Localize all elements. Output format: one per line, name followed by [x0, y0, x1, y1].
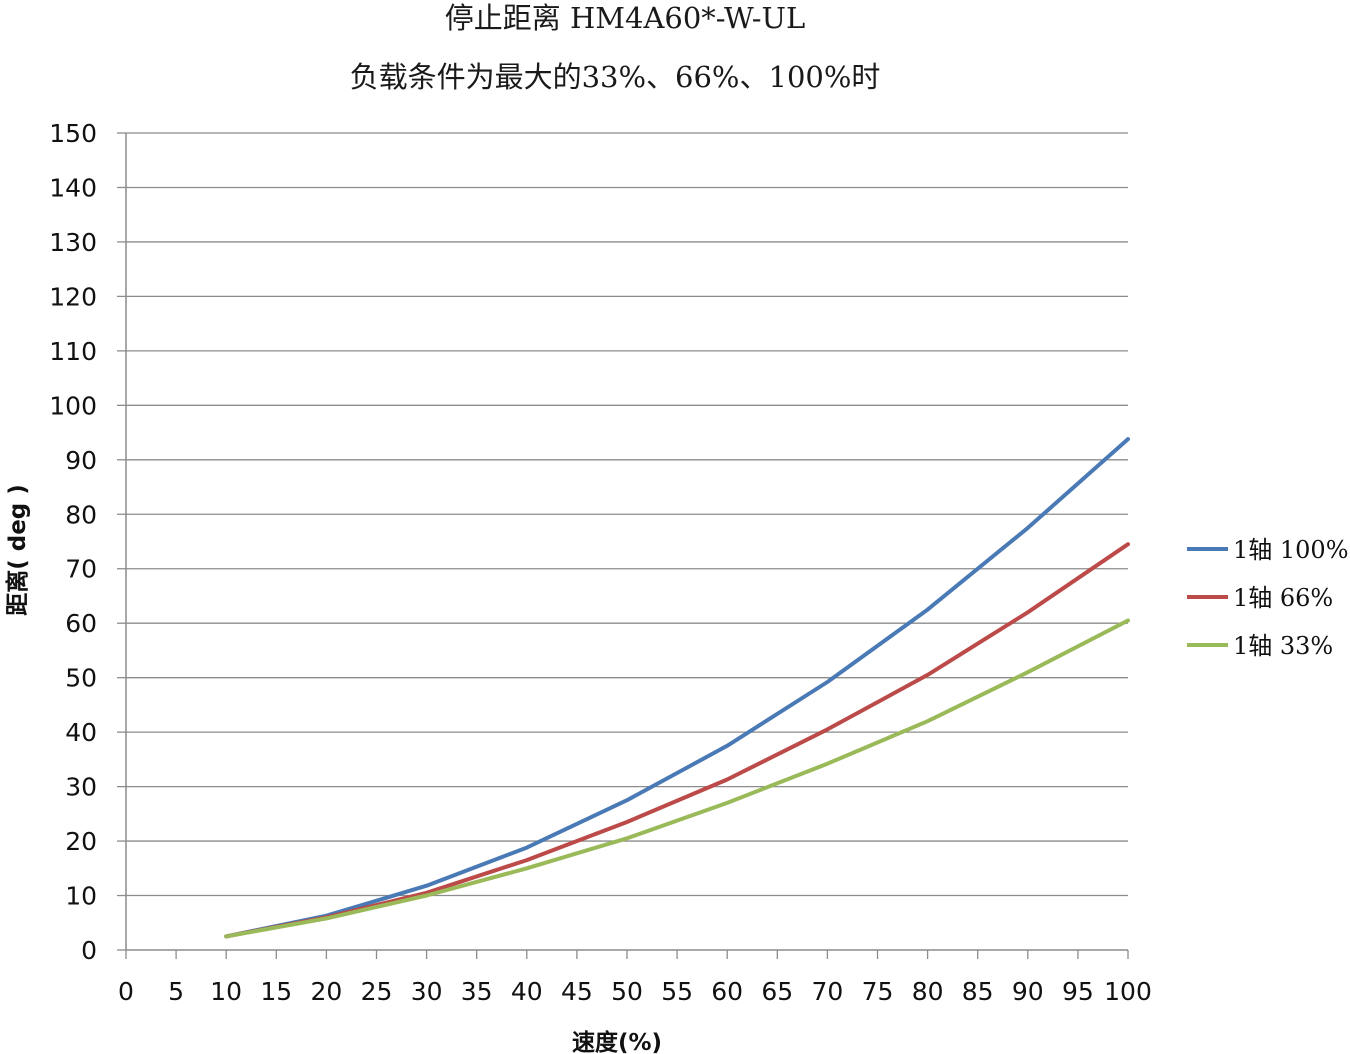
y-tick-label: 20	[65, 827, 97, 856]
legend-label: 1轴 33%	[1233, 632, 1333, 660]
x-tick-label: 0	[118, 977, 134, 1006]
y-tick-label: 40	[65, 718, 97, 747]
series-line	[224, 437, 1130, 939]
chart-title: 停止距离 HM4A60*-W-UL	[445, 1, 805, 35]
y-tick-label: 70	[65, 555, 97, 584]
legend-label: 1轴 100%	[1233, 536, 1349, 564]
chart-subtitle: 负载条件为最大的33%、66%、100%时	[350, 60, 881, 94]
y-axis-label: 距离( deg )	[4, 484, 31, 616]
y-tick-label: 140	[49, 173, 97, 202]
x-tick-label: 5	[168, 977, 184, 1006]
x-tick-label: 50	[611, 977, 643, 1006]
y-tick-label: 100	[49, 391, 97, 420]
x-tick-label: 45	[561, 977, 593, 1006]
x-tick-label: 70	[811, 977, 843, 1006]
x-tick-label: 75	[862, 977, 894, 1006]
y-tick-label: 10	[65, 882, 97, 911]
x-tick-label: 65	[761, 977, 793, 1006]
x-tick-label: 35	[461, 977, 493, 1006]
series-line	[224, 542, 1130, 939]
y-tick-label: 60	[65, 609, 97, 638]
y-tick-label: 0	[81, 936, 97, 965]
x-tick-label: 10	[210, 977, 242, 1006]
x-tick-label: 85	[962, 977, 994, 1006]
axes	[125, 133, 1128, 951]
y-axis-ticks: 0 10 20 30 40 50 60 70 80 90 100 110 120 130 140 150	[49, 119, 126, 965]
y-tick-label: 120	[49, 282, 97, 311]
x-tick-label: 60	[711, 977, 743, 1006]
y-tick-label: 50	[65, 664, 97, 693]
x-tick-label: 100	[1104, 977, 1152, 1006]
legend: 1轴 100% 1轴 66% 1轴 33%	[1187, 536, 1349, 660]
y-tick-label: 150	[49, 119, 97, 148]
series-lines	[224, 437, 1130, 939]
x-axis-label: 速度(%)	[572, 1029, 662, 1054]
legend-label: 1轴 66%	[1233, 584, 1333, 612]
x-tick-label: 30	[411, 977, 443, 1006]
x-tick-label: 80	[912, 977, 944, 1006]
x-tick-label: 15	[260, 977, 292, 1006]
x-tick-label: 40	[511, 977, 543, 1006]
x-tick-label: 55	[661, 977, 693, 1006]
y-tick-label: 30	[65, 773, 97, 802]
gridlines	[126, 132, 1128, 897]
x-tick-label: 90	[1012, 977, 1044, 1006]
y-tick-label: 110	[49, 337, 97, 366]
x-tick-label: 20	[310, 977, 342, 1006]
y-tick-label: 80	[65, 500, 97, 529]
y-tick-label: 90	[65, 446, 97, 475]
series-line	[224, 618, 1130, 939]
x-tick-label: 95	[1062, 977, 1094, 1006]
x-tick-label: 25	[361, 977, 393, 1006]
y-tick-label: 130	[49, 228, 97, 257]
x-axis-ticks: 0 5 10 15 20 25 30 35 40 45 50 55 60 65 70 75 80 85 90 95 10…	[118, 950, 1152, 1006]
